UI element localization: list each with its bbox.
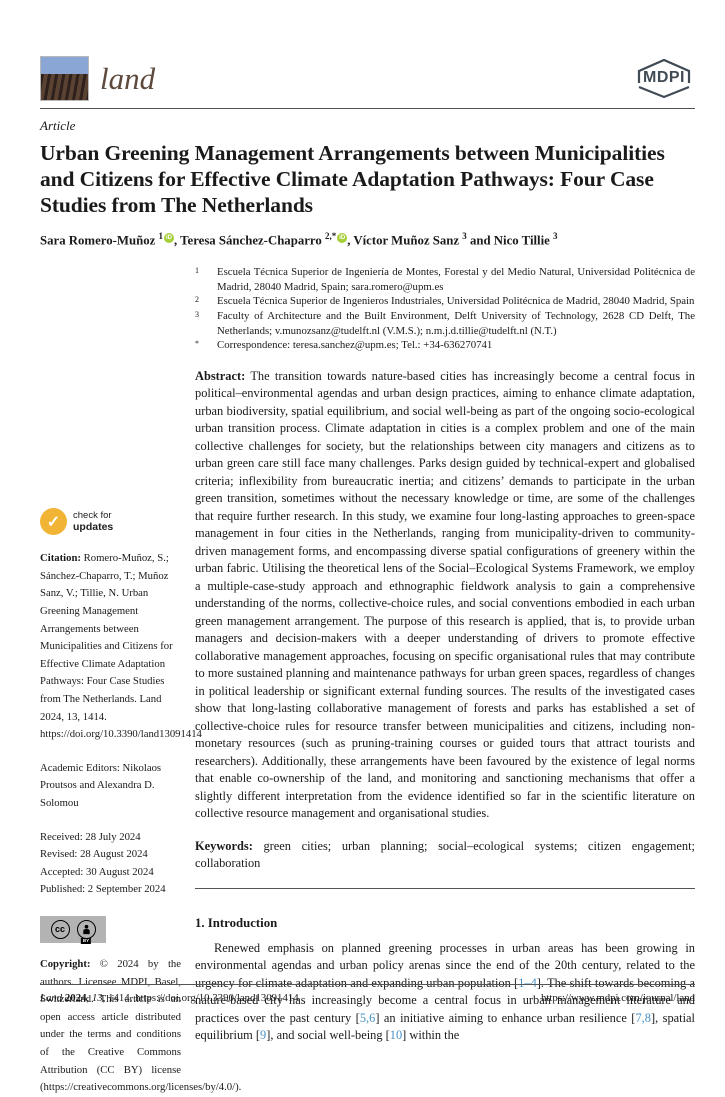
affiliation-marker: 3 bbox=[195, 310, 199, 320]
footer-citation-segment: 2024 bbox=[64, 992, 87, 1004]
affiliations-block: 1 Escuela Técnica Superior de Ingeniería … bbox=[195, 265, 695, 353]
citation-text: Romero-Muñoz, S.; Sánchez-Chaparro, T.; … bbox=[40, 552, 202, 741]
authors-line: Sara Romero-Muñoz 1 iD, Teresa Sánchez-Ch… bbox=[40, 231, 558, 248]
citation-label: Citation: bbox=[40, 552, 81, 565]
citation-block: Citation: Romero-Muñoz, S.; Sánchez-Chap… bbox=[40, 550, 202, 744]
paragraph-text: ] within the bbox=[402, 1028, 460, 1043]
abstract-label: Abstract: bbox=[195, 368, 246, 383]
logo-field-band bbox=[41, 73, 88, 100]
orcid-icon[interactable]: iD bbox=[163, 233, 174, 243]
date-line: Published: 2 September 2024 bbox=[40, 883, 166, 896]
header-divider bbox=[40, 108, 695, 109]
affiliation-marker: 2 bbox=[195, 295, 199, 305]
affiliation-text: Escuela Técnica Superior de Ingeniería d… bbox=[217, 266, 695, 293]
author-affiliation-sup: 3 bbox=[462, 231, 467, 241]
check-icon: ✓ bbox=[40, 508, 67, 536]
abstract-text: The transition towards nature-based citi… bbox=[195, 368, 695, 821]
reference-link[interactable]: 5,6 bbox=[359, 1010, 376, 1025]
page-footer: Land 2024, 13, 1414. https://doi.org/10.… bbox=[40, 984, 695, 1004]
cc-icon: cc bbox=[50, 919, 70, 939]
author-affiliation-sup: 1 bbox=[158, 231, 163, 241]
mdpi-logo-text: MDPI bbox=[643, 69, 685, 86]
journal-brand: land bbox=[40, 55, 156, 101]
abstract-block: Abstract: The transition towards nature-… bbox=[195, 368, 695, 823]
affiliation-row: 1 Escuela Técnica Superior de Ingeniería … bbox=[195, 265, 695, 294]
footer-citation-segment: , bbox=[86, 992, 92, 1004]
affiliation-row: * Correspondence: teresa.sanchez@upm.es; … bbox=[195, 338, 695, 353]
body-columns: ✓ check for updates Citation: Romero-Muñ… bbox=[40, 265, 695, 1096]
keywords-block: Keywords: green cities; urban planning; … bbox=[195, 838, 695, 873]
keywords-text: green cities; urban planning; social–eco… bbox=[195, 838, 695, 871]
reference-link[interactable]: 10 bbox=[389, 1028, 403, 1043]
keywords-divider bbox=[195, 887, 695, 889]
copyright-block: Copyright: © 2024 by the authors. Licens… bbox=[40, 956, 241, 1097]
journal-header: land MDPI bbox=[40, 55, 695, 101]
section-heading-introduction: 1. Introduction bbox=[195, 915, 278, 930]
cc-by-label: BY bbox=[80, 938, 92, 944]
affiliation-text: Escuela Técnica Superior de Ingenieros I… bbox=[217, 295, 695, 308]
journal-name: land bbox=[100, 60, 156, 96]
land-journal-logo-icon bbox=[40, 55, 89, 101]
mdpi-logo-icon: MDPI bbox=[633, 57, 695, 99]
affiliation-text: Faculty of Architecture and the Built En… bbox=[217, 310, 695, 337]
date-line: Revised: 28 August 2024 bbox=[40, 848, 148, 861]
main-column: 1 Escuela Técnica Superior de Ingeniería … bbox=[195, 265, 695, 1096]
cc-by-person-icon: BY bbox=[76, 919, 96, 944]
footer-citation-segment: Land bbox=[40, 992, 65, 1004]
affiliation-marker: * bbox=[195, 339, 199, 349]
paragraph-text: ], and social well-being [ bbox=[266, 1028, 390, 1043]
reference-link[interactable]: 1–4 bbox=[518, 975, 537, 990]
check-updates-label: check for updates bbox=[73, 510, 114, 533]
affiliation-marker: 1 bbox=[195, 266, 199, 276]
author-affiliation-sup: 3 bbox=[553, 231, 558, 241]
footer-citation-doi-link[interactable]: Land 2024, 13, 1414. https://doi.org/10.… bbox=[40, 992, 299, 1004]
paragraph-text: ]. The shift towards becoming a nature-b… bbox=[195, 975, 695, 1025]
date-line: Received: 28 July 2024 bbox=[40, 830, 141, 843]
academic-editors: Academic Editors: Nikolaos Proutsos and … bbox=[40, 761, 162, 809]
affiliation-row: 2 Escuela Técnica Superior de Ingenieros … bbox=[195, 294, 695, 309]
paragraph-text: ] an initiative aiming to enhance urban … bbox=[375, 1010, 636, 1025]
paper-title: Urban Greening Management Arrangements b… bbox=[40, 141, 665, 217]
logo-sky-band bbox=[41, 56, 88, 74]
page: land MDPI Article Urban Greening Managem… bbox=[40, 55, 695, 1093]
check-for-updates-badge[interactable]: ✓ check for updates bbox=[40, 508, 132, 536]
footer-citation-segment: , 1414. https://doi.org/10.3390/land1309… bbox=[102, 992, 299, 1004]
orcid-icon[interactable]: iD bbox=[337, 233, 348, 243]
article-type-label: Article bbox=[40, 118, 76, 133]
keywords-label: Keywords: bbox=[195, 838, 253, 853]
date-line: Accepted: 30 August 2024 bbox=[40, 865, 154, 878]
affiliation-row: 3 Faculty of Architecture and the Built E… bbox=[195, 309, 695, 338]
paragraph-text: Renewed emphasis on planned greening pro… bbox=[195, 940, 695, 990]
reference-link[interactable]: 7,8 bbox=[635, 1010, 651, 1025]
copyright-label: Copyright: bbox=[40, 957, 91, 970]
footer-journal-url-link[interactable]: https://www.mdpi.com/journal/land bbox=[540, 992, 695, 1004]
author-affiliation-sup: 2,* bbox=[324, 231, 337, 241]
left-sidebar: ✓ check for updates Citation: Romero-Muñ… bbox=[40, 265, 241, 1097]
article-dates: Received: 28 July 2024 Revised: 28 August… bbox=[40, 829, 181, 899]
footer-citation-segment: 13 bbox=[91, 992, 103, 1004]
affiliation-text: Correspondence: teresa.sanchez@upm.es; T… bbox=[217, 339, 493, 352]
cc-by-license-badge[interactable]: cc BY bbox=[40, 915, 106, 944]
